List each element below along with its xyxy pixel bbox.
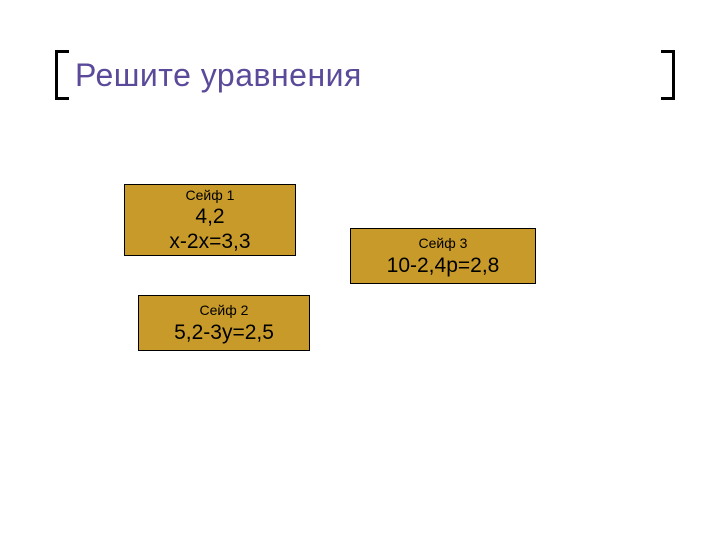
- safe-2-equation: 5,2-3y=2,5: [174, 320, 274, 345]
- slide-title: Решите уравнения: [75, 57, 362, 94]
- safe-box-3: Сейф 3 10-2,4p=2,8: [350, 228, 536, 284]
- safe-1-equation-line1: 4,2: [195, 204, 224, 229]
- bracket-right-decoration: [661, 50, 675, 100]
- safe-2-label: Сейф 2: [200, 301, 249, 319]
- safe-box-2: Сейф 2 5,2-3y=2,5: [138, 295, 310, 351]
- safe-3-equation: 10-2,4p=2,8: [387, 253, 500, 278]
- safe-3-label: Сейф 3: [419, 234, 468, 252]
- safe-1-label: Сейф 1: [186, 186, 235, 204]
- safe-box-1: Сейф 1 4,2 x-2x=3,3: [124, 184, 296, 256]
- title-container: Решите уравнения: [55, 50, 362, 100]
- bracket-left-decoration: [55, 50, 69, 100]
- safe-1-equation-line2: x-2x=3,3: [169, 229, 250, 254]
